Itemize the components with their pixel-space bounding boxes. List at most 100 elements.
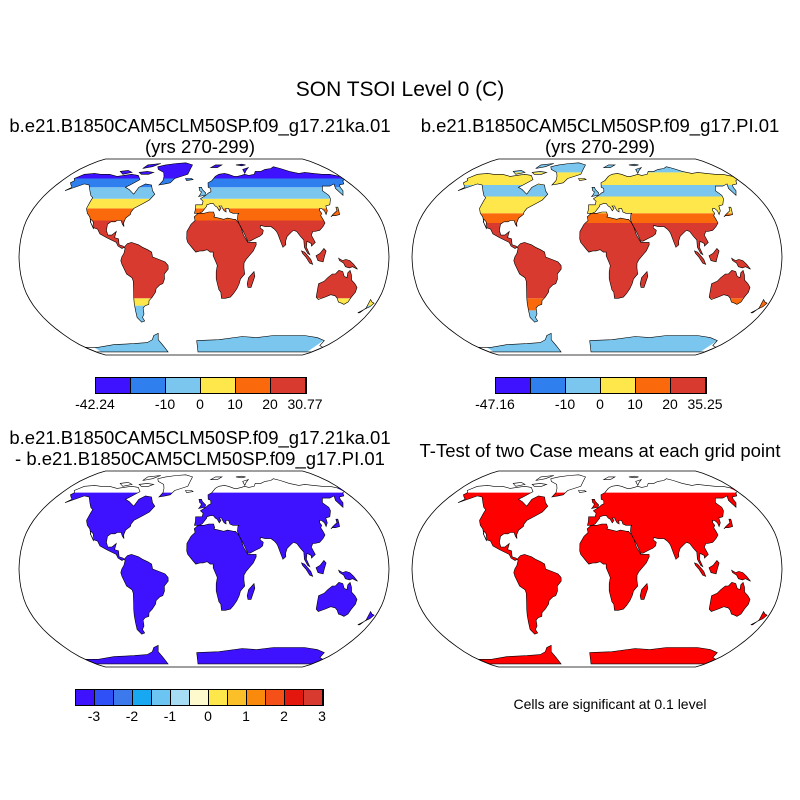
coastline <box>157 474 193 498</box>
map-border <box>411 158 783 356</box>
panel-b-title: b.e21.B1850CAM5CLM50SP.f09_g17.PI.01 (yr… <box>400 115 800 157</box>
coastline <box>635 479 643 487</box>
colorbar-tick-label: 1 <box>242 708 250 724</box>
coastline <box>119 170 133 175</box>
colorbar-strip <box>495 377 707 394</box>
coastline <box>315 560 327 575</box>
colorbar-swatch <box>190 690 209 705</box>
coastline <box>579 523 650 611</box>
panel-c-title-line1: b.e21.B1850CAM5CLM50SP.f09_g17.21ka.01 <box>9 427 391 448</box>
map-panel-ttest <box>411 470 783 668</box>
coastline <box>723 206 733 218</box>
colorbar-tick-label: 10 <box>627 396 643 412</box>
coastline <box>194 478 346 568</box>
coastline <box>550 474 586 498</box>
colorbar-strip <box>75 689 324 706</box>
coastline <box>750 298 768 314</box>
coastline <box>579 211 650 299</box>
colorbar-tick-label: -1 <box>163 708 177 724</box>
colorbar-swatch <box>95 690 114 705</box>
coastline <box>693 562 707 577</box>
temperature-zone <box>65 208 375 221</box>
colorbar-tick-label: -47.16 <box>475 396 515 412</box>
coastline <box>535 163 554 169</box>
coastline <box>235 475 246 479</box>
colorbar-swatch <box>76 690 95 705</box>
coastline <box>512 170 526 175</box>
coastline <box>315 581 358 617</box>
coastline <box>142 163 161 169</box>
coastline <box>186 211 257 299</box>
colorbar-tick-label: -10 <box>554 396 576 412</box>
colorbar-tick-label: 3 <box>318 708 326 724</box>
temperature-zone <box>458 213 768 223</box>
coastline <box>120 242 169 323</box>
colorbar-swatch <box>131 378 166 393</box>
coastline <box>478 332 562 353</box>
coastline <box>300 562 314 577</box>
temperature-zone <box>65 198 375 209</box>
coastline <box>246 270 256 288</box>
colorbar-21ka: -42.24 -10 0 10 20 30.77 <box>75 377 323 414</box>
colorbar-pi: -47.16 -10 0 10 20 35.25 <box>475 377 723 414</box>
colorbar-swatch <box>228 690 247 705</box>
coastline <box>120 554 169 635</box>
colorbar-tick-label: 0 <box>204 708 212 724</box>
coastline <box>635 167 643 175</box>
coastline <box>708 560 720 575</box>
coastline <box>242 167 250 175</box>
coastline <box>242 479 250 487</box>
colorbar-swatch <box>152 690 171 705</box>
coastline <box>209 476 223 480</box>
figure-title: SON TSOI Level 0 (C) <box>295 78 505 101</box>
coastline <box>708 248 720 263</box>
colorbar-swatch <box>601 378 636 393</box>
colorbar-tick-label: 35.25 <box>687 396 723 412</box>
map-border <box>411 470 783 668</box>
coastline <box>138 171 155 175</box>
colorbar-swatch <box>166 378 201 393</box>
globe-background <box>412 159 782 355</box>
panel-a-title-line1: b.e21.B1850CAM5CLM50SP.f09_g17.21ka.01 <box>9 115 391 136</box>
coastline <box>531 483 548 487</box>
coastline <box>513 554 562 635</box>
panel-c-title-line2: - b.e21.B1850CAM5CLM50SP.f09_g17.PI.01 <box>15 448 385 469</box>
coastline <box>550 162 586 186</box>
coastline <box>197 187 207 197</box>
colorbar-swatch <box>247 690 266 705</box>
panel-b-title-line2: (yrs 270-299) <box>544 136 655 157</box>
coastline <box>535 475 554 481</box>
colorbar-tick-label: -42.24 <box>75 396 115 412</box>
colorbar-tick-label: 2 <box>280 708 288 724</box>
coastline <box>708 269 751 305</box>
colorbar-swatch <box>96 378 131 393</box>
colorbar-swatch <box>671 378 706 393</box>
colorbar-strip <box>95 377 307 394</box>
colorbar-swatch <box>566 378 601 393</box>
colorbar-swatch <box>236 378 271 393</box>
coastline <box>330 518 340 530</box>
colorbar-swatch <box>209 690 228 705</box>
coastline <box>602 476 616 480</box>
globe-background <box>412 471 782 667</box>
significance-note: Cells are significant at 0.1 level <box>513 696 707 712</box>
coastline <box>587 478 739 568</box>
map-border <box>18 158 390 356</box>
colorbar-swatch <box>171 690 190 705</box>
coastline <box>587 166 739 256</box>
coastline <box>235 163 246 167</box>
coastline <box>246 582 256 600</box>
coastline <box>142 475 161 481</box>
colorbar-tick-label: 20 <box>262 396 278 412</box>
colorbar-swatch <box>304 690 323 705</box>
colorbar-swatch <box>531 378 566 393</box>
coastline <box>478 644 562 665</box>
coastline <box>119 482 133 487</box>
coastline <box>157 162 193 186</box>
coastline <box>457 173 549 249</box>
temperature-zone <box>458 196 768 214</box>
coastline <box>64 173 156 249</box>
temperature-zone <box>65 187 367 199</box>
colorbar-tick-label: 0 <box>196 396 204 412</box>
globe-background <box>19 159 389 355</box>
